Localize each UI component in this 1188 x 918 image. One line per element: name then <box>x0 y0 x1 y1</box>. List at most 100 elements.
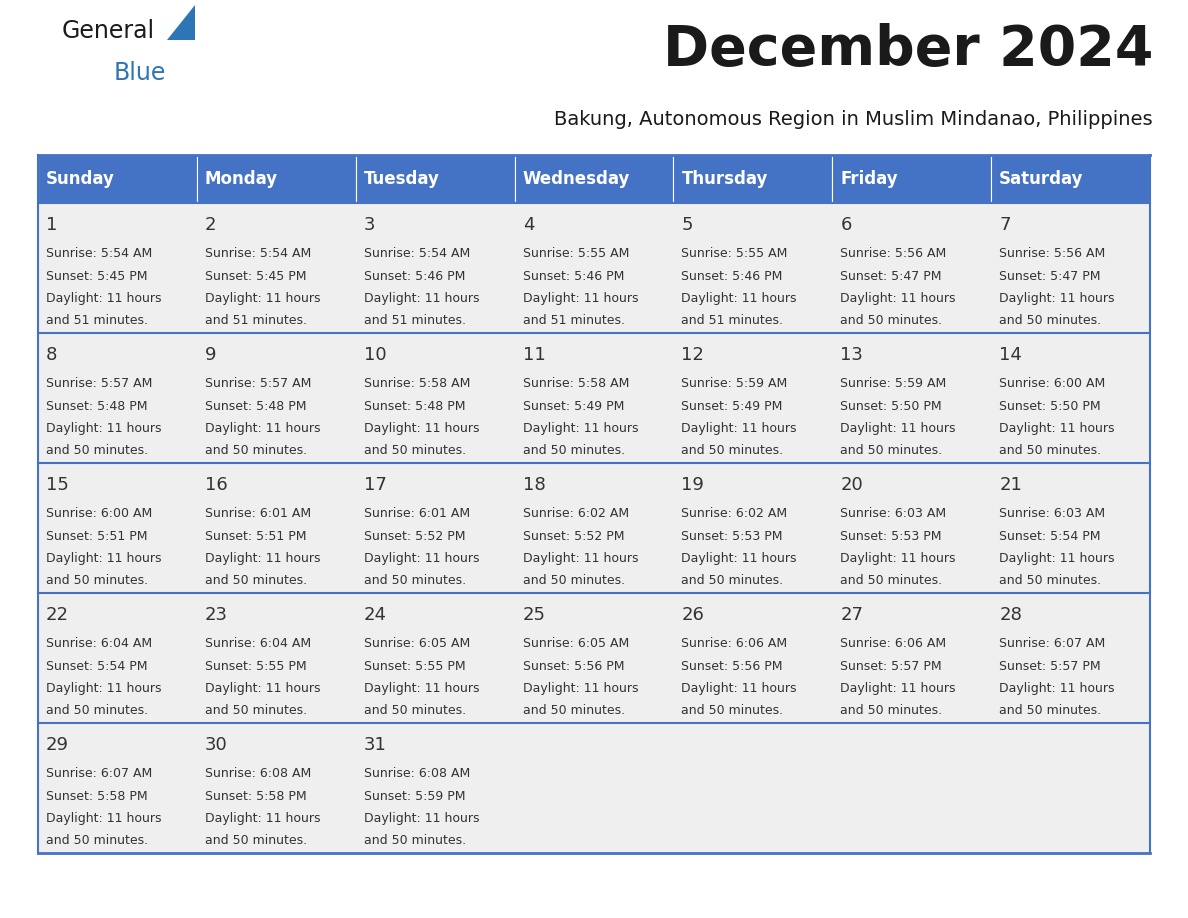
Text: Daylight: 11 hours: Daylight: 11 hours <box>999 292 1114 305</box>
Text: 5: 5 <box>682 216 693 234</box>
Text: Sunrise: 5:59 AM: Sunrise: 5:59 AM <box>840 377 947 390</box>
Text: and 50 minutes.: and 50 minutes. <box>364 834 466 847</box>
Text: Daylight: 11 hours: Daylight: 11 hours <box>46 292 162 305</box>
Text: Daylight: 11 hours: Daylight: 11 hours <box>840 422 956 435</box>
Bar <box>197 203 355 333</box>
Text: Sunrise: 6:06 AM: Sunrise: 6:06 AM <box>682 637 788 650</box>
Text: 11: 11 <box>523 346 545 364</box>
Text: 8: 8 <box>46 346 57 364</box>
Text: 26: 26 <box>682 606 704 624</box>
Text: Daylight: 11 hours: Daylight: 11 hours <box>682 552 797 565</box>
Bar <box>514 463 674 593</box>
Bar <box>674 723 833 853</box>
Text: 1: 1 <box>46 216 57 234</box>
Text: Daylight: 11 hours: Daylight: 11 hours <box>840 552 956 565</box>
Bar <box>197 593 355 723</box>
Text: Thursday: Thursday <box>682 170 767 188</box>
Text: Sunrise: 6:03 AM: Sunrise: 6:03 AM <box>840 507 947 520</box>
Bar <box>674 333 833 463</box>
Text: Sunrise: 6:05 AM: Sunrise: 6:05 AM <box>364 637 470 650</box>
Text: and 50 minutes.: and 50 minutes. <box>999 704 1101 718</box>
Text: Daylight: 11 hours: Daylight: 11 hours <box>523 552 638 565</box>
Text: and 50 minutes.: and 50 minutes. <box>999 444 1101 457</box>
Text: and 50 minutes.: and 50 minutes. <box>204 444 307 457</box>
Text: Sunset: 5:54 PM: Sunset: 5:54 PM <box>46 659 147 673</box>
Text: 16: 16 <box>204 476 228 494</box>
Text: Sunday: Sunday <box>46 170 115 188</box>
Text: Sunset: 5:55 PM: Sunset: 5:55 PM <box>364 659 466 673</box>
Text: and 50 minutes.: and 50 minutes. <box>999 575 1101 588</box>
Text: Daylight: 11 hours: Daylight: 11 hours <box>364 552 479 565</box>
Text: Saturday: Saturday <box>999 170 1083 188</box>
Text: Sunrise: 6:06 AM: Sunrise: 6:06 AM <box>840 637 947 650</box>
Text: Daylight: 11 hours: Daylight: 11 hours <box>46 812 162 825</box>
Text: Sunrise: 5:59 AM: Sunrise: 5:59 AM <box>682 377 788 390</box>
Text: and 50 minutes.: and 50 minutes. <box>682 704 784 718</box>
Text: Sunset: 5:58 PM: Sunset: 5:58 PM <box>46 789 147 802</box>
Bar <box>991 593 1150 723</box>
Text: Wednesday: Wednesday <box>523 170 630 188</box>
Text: Daylight: 11 hours: Daylight: 11 hours <box>840 682 956 695</box>
Text: Sunset: 5:53 PM: Sunset: 5:53 PM <box>682 530 783 543</box>
Bar <box>355 593 514 723</box>
Text: 30: 30 <box>204 736 228 754</box>
Bar <box>674 203 833 333</box>
Text: and 50 minutes.: and 50 minutes. <box>840 444 942 457</box>
Text: Daylight: 11 hours: Daylight: 11 hours <box>523 422 638 435</box>
Text: 15: 15 <box>46 476 69 494</box>
Bar <box>355 333 514 463</box>
Bar <box>991 333 1150 463</box>
Bar <box>514 155 674 203</box>
Bar <box>38 155 197 203</box>
Text: Sunrise: 6:07 AM: Sunrise: 6:07 AM <box>46 767 152 780</box>
Text: General: General <box>62 19 156 43</box>
Text: 2: 2 <box>204 216 216 234</box>
Text: Tuesday: Tuesday <box>364 170 440 188</box>
Bar <box>833 333 991 463</box>
Text: Daylight: 11 hours: Daylight: 11 hours <box>46 422 162 435</box>
Text: and 50 minutes.: and 50 minutes. <box>46 444 148 457</box>
Bar <box>991 155 1150 203</box>
Text: and 50 minutes.: and 50 minutes. <box>46 834 148 847</box>
Text: and 50 minutes.: and 50 minutes. <box>682 444 784 457</box>
Text: and 50 minutes.: and 50 minutes. <box>204 704 307 718</box>
Text: Sunrise: 5:55 AM: Sunrise: 5:55 AM <box>523 247 628 260</box>
Text: Daylight: 11 hours: Daylight: 11 hours <box>204 812 321 825</box>
Text: 22: 22 <box>46 606 69 624</box>
Bar <box>991 203 1150 333</box>
Text: 17: 17 <box>364 476 386 494</box>
Text: Sunset: 5:51 PM: Sunset: 5:51 PM <box>46 530 147 543</box>
Text: Sunset: 5:54 PM: Sunset: 5:54 PM <box>999 530 1100 543</box>
Text: Daylight: 11 hours: Daylight: 11 hours <box>682 292 797 305</box>
Text: Daylight: 11 hours: Daylight: 11 hours <box>364 422 479 435</box>
Text: and 50 minutes.: and 50 minutes. <box>523 575 625 588</box>
Bar <box>197 723 355 853</box>
Bar <box>197 463 355 593</box>
Text: Sunset: 5:45 PM: Sunset: 5:45 PM <box>204 270 307 283</box>
Text: 20: 20 <box>840 476 862 494</box>
Text: Monday: Monday <box>204 170 278 188</box>
Bar <box>833 463 991 593</box>
Text: Sunrise: 6:01 AM: Sunrise: 6:01 AM <box>364 507 469 520</box>
Text: 6: 6 <box>840 216 852 234</box>
Text: 19: 19 <box>682 476 704 494</box>
Text: and 50 minutes.: and 50 minutes. <box>523 444 625 457</box>
Text: Sunset: 5:46 PM: Sunset: 5:46 PM <box>682 270 783 283</box>
Text: Sunrise: 6:00 AM: Sunrise: 6:00 AM <box>46 507 152 520</box>
Text: Daylight: 11 hours: Daylight: 11 hours <box>46 682 162 695</box>
Text: and 50 minutes.: and 50 minutes. <box>46 575 148 588</box>
Text: Sunset: 5:53 PM: Sunset: 5:53 PM <box>840 530 942 543</box>
Text: 28: 28 <box>999 606 1022 624</box>
Text: Sunset: 5:46 PM: Sunset: 5:46 PM <box>523 270 624 283</box>
Text: Sunset: 5:49 PM: Sunset: 5:49 PM <box>682 399 783 412</box>
Text: and 50 minutes.: and 50 minutes. <box>840 575 942 588</box>
Text: and 50 minutes.: and 50 minutes. <box>204 575 307 588</box>
Text: Sunrise: 6:08 AM: Sunrise: 6:08 AM <box>364 767 470 780</box>
Text: and 51 minutes.: and 51 minutes. <box>682 315 783 328</box>
Text: and 50 minutes.: and 50 minutes. <box>364 444 466 457</box>
Text: Daylight: 11 hours: Daylight: 11 hours <box>364 292 479 305</box>
Text: Daylight: 11 hours: Daylight: 11 hours <box>682 422 797 435</box>
Text: 13: 13 <box>840 346 864 364</box>
Text: Sunrise: 5:57 AM: Sunrise: 5:57 AM <box>46 377 152 390</box>
Text: Daylight: 11 hours: Daylight: 11 hours <box>999 552 1114 565</box>
